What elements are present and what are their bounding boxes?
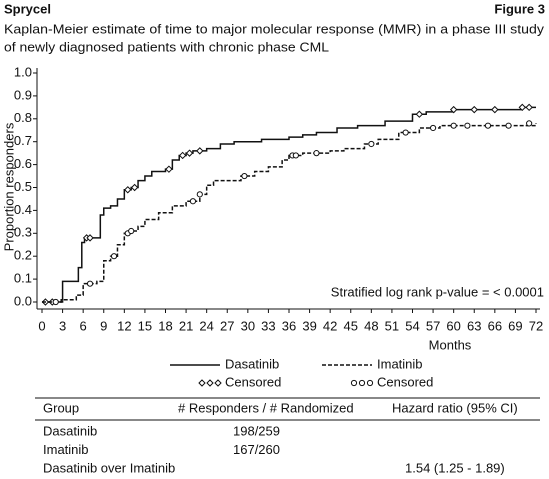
x-tick-label: 51 <box>385 318 399 333</box>
censored-marker <box>52 298 59 306</box>
x-tick-label: 72 <box>529 318 543 333</box>
censored-marker <box>518 103 526 112</box>
x-tick-label: 21 <box>179 318 193 333</box>
censored-marker <box>165 165 173 173</box>
legend-label: Censored <box>377 374 433 389</box>
table-cell: Imatinib <box>43 442 89 457</box>
y-tick-label: 0.1 <box>14 271 32 286</box>
censored-marker <box>241 172 248 180</box>
x-tick-label: 45 <box>344 318 358 333</box>
censored-marker <box>402 129 409 136</box>
x-tick-label: 63 <box>467 318 481 333</box>
censored-marker <box>526 120 533 127</box>
censored-marker <box>505 122 512 129</box>
censored-marker <box>415 110 424 118</box>
y-tick-label: 0.7 <box>14 133 32 148</box>
table-header: Hazard ratio (95% CI) <box>392 400 518 415</box>
censored-marker <box>178 151 187 160</box>
censored-marker <box>196 147 204 155</box>
x-tick-label: 54 <box>405 318 419 333</box>
x-tick-label: 12 <box>117 318 131 333</box>
legend-marker <box>214 379 222 387</box>
censored-marker <box>130 183 139 192</box>
x-tick-label: 30 <box>241 318 255 333</box>
censored-marker <box>491 105 499 114</box>
x-tick-label: 42 <box>323 318 337 333</box>
censored-marker <box>313 150 320 157</box>
table-header: Group <box>43 400 79 415</box>
y-tick-label: 0.4 <box>14 202 32 217</box>
x-tick-label: 57 <box>426 318 440 333</box>
censored-marker <box>368 140 375 148</box>
y-tick-label: 0.5 <box>14 179 32 194</box>
censored-marker <box>189 198 197 205</box>
x-tick-label: 60 <box>446 318 460 333</box>
y-tick-label: 0.6 <box>14 156 32 171</box>
legend-marker <box>198 379 206 387</box>
table-cell: 198/259 <box>233 423 280 438</box>
km-line <box>42 106 536 303</box>
table-cell: 1.54 (1.25 - 1.89) <box>405 460 505 475</box>
x-tick-label: 27 <box>220 318 234 333</box>
y-tick-label: 1.0 <box>14 64 32 79</box>
legend-marker <box>358 379 366 387</box>
x-tick-label: 33 <box>261 318 275 333</box>
censored-marker <box>86 234 94 242</box>
annotation: Stratified log rank p-value = < 0.0001 <box>331 284 544 299</box>
legend-label: Censored <box>225 374 281 389</box>
table-cell: Dasatinib <box>43 423 97 438</box>
x-tick-label: 18 <box>158 318 172 333</box>
table-header: # Responders / # Randomized <box>178 400 354 415</box>
y-tick-label: 0.9 <box>14 87 32 102</box>
x-tick-label: 0 <box>38 318 45 333</box>
censored-marker <box>484 122 492 129</box>
y-tick-label: 0.0 <box>14 293 32 308</box>
table-cell: Dasatinib over Imatinib <box>43 460 175 475</box>
censored-marker <box>429 124 437 132</box>
censored-marker <box>470 105 478 114</box>
y-tick-label: 0.2 <box>14 248 32 263</box>
censored-marker <box>86 280 94 287</box>
censored-marker <box>525 103 533 112</box>
censored-marker <box>449 105 458 114</box>
km-line <box>42 123 537 303</box>
x-tick-label: 24 <box>199 318 213 333</box>
y-axis-label: Proportion responders <box>1 122 16 251</box>
censored-marker <box>128 227 135 235</box>
x-tick-label: 3 <box>59 318 66 333</box>
x-tick-label: 36 <box>282 318 296 333</box>
censored-marker <box>292 152 299 159</box>
y-tick-label: 0.8 <box>14 110 32 125</box>
censored-marker <box>185 149 194 157</box>
x-axis-label: Months <box>429 337 472 352</box>
censored-marker <box>196 191 203 198</box>
y-tick-label: 0.3 <box>14 225 32 240</box>
x-tick-label: 69 <box>508 318 522 333</box>
legend-label: Dasatinib <box>225 356 279 371</box>
censored-marker <box>450 122 457 129</box>
chart-title: Kaplan-Meier estimate of time to major m… <box>4 21 545 36</box>
x-tick-label: 6 <box>80 318 87 333</box>
x-tick-label: 66 <box>488 318 502 333</box>
censored-marker <box>464 122 471 129</box>
x-tick-label: 39 <box>302 318 316 333</box>
legend-marker <box>350 379 358 387</box>
table-cell: 167/260 <box>233 442 280 457</box>
censored-marker <box>110 253 118 260</box>
x-tick-label: 48 <box>364 318 378 333</box>
legend-marker <box>366 379 374 387</box>
header-left: Sprycel <box>4 1 51 16</box>
x-tick-label: 9 <box>100 318 107 333</box>
header-right: Figure 3 <box>494 1 545 16</box>
legend-label: Imatinib <box>377 356 423 371</box>
x-tick-label: 15 <box>138 318 152 333</box>
legend-marker <box>206 379 214 387</box>
chart-title: of newly diagnosed patients with chronic… <box>4 39 329 54</box>
censored-marker <box>124 186 132 194</box>
